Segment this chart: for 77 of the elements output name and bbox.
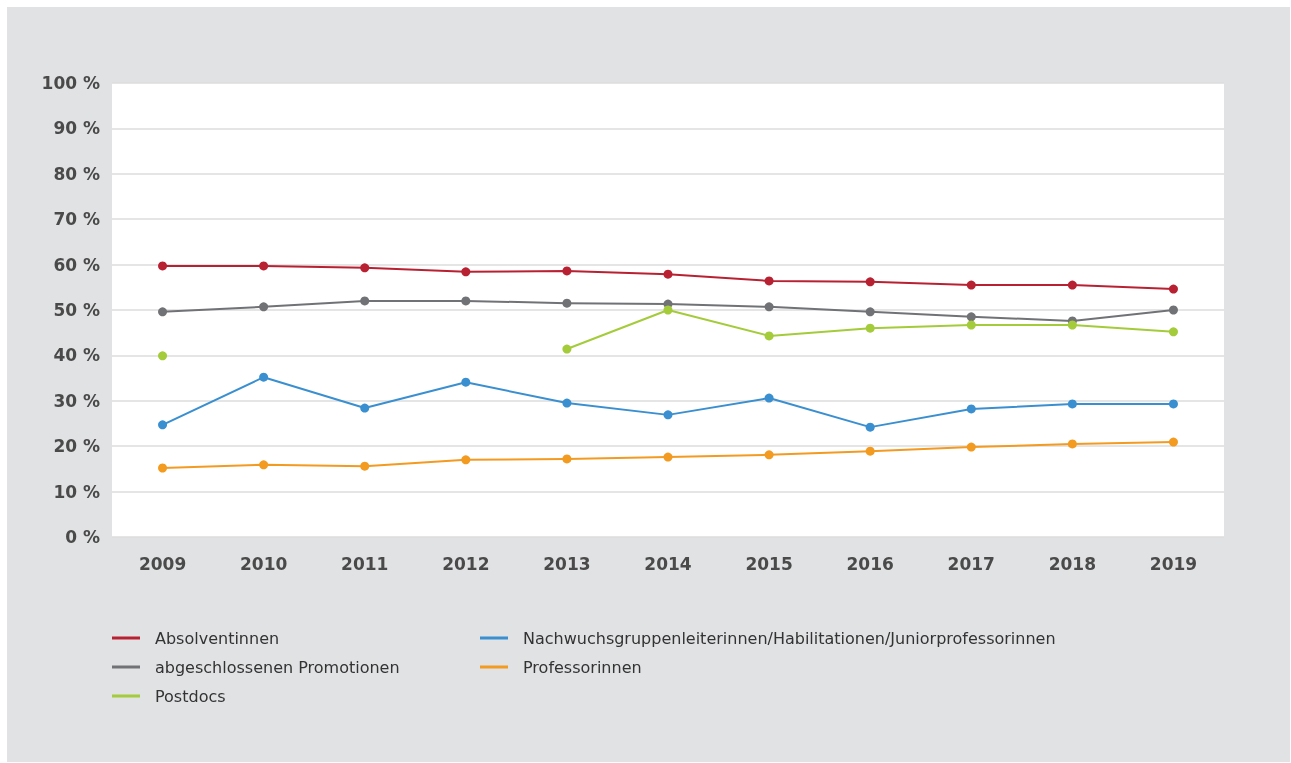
legend-label: abgeschlossenen Promotionen <box>155 657 400 677</box>
point <box>1168 284 1178 294</box>
x-tick-label: 2013 <box>543 553 591 574</box>
x-tick-label: 2016 <box>846 553 894 574</box>
point <box>663 452 673 462</box>
y-tick-label: 100 % <box>41 73 100 93</box>
x-tick-label: 2015 <box>745 553 793 574</box>
point <box>562 454 572 464</box>
point <box>562 266 572 276</box>
y-tick-label: 30 % <box>53 390 100 411</box>
y-tick-label: 70 % <box>53 209 100 230</box>
point <box>1067 280 1077 290</box>
point <box>966 404 976 414</box>
x-tick-label: 2012 <box>442 553 490 574</box>
point <box>461 377 471 387</box>
point <box>865 422 875 432</box>
point <box>562 398 572 408</box>
legend-label: Nachwuchsgruppenleiterinnen/Habilitationen/Juniorprofessorinnen <box>523 628 1056 648</box>
point <box>663 305 673 315</box>
point <box>158 261 168 271</box>
y-tick-label: 10 % <box>53 481 100 502</box>
point <box>1168 305 1178 315</box>
x-tick-label: 2019 <box>1149 553 1198 574</box>
point <box>259 372 269 382</box>
point <box>764 393 774 403</box>
y-tick-label: 0 % <box>65 527 100 547</box>
point <box>1067 320 1077 330</box>
point <box>764 276 774 286</box>
legend-label: Absolventinnen <box>155 628 280 648</box>
point <box>158 463 168 473</box>
y-tick-label: 50 % <box>53 300 100 320</box>
point <box>360 263 370 273</box>
point <box>865 277 875 287</box>
point <box>966 280 976 290</box>
point <box>461 296 471 306</box>
point <box>865 446 875 456</box>
point <box>259 460 269 470</box>
legend-label: Professorinnen <box>523 657 642 677</box>
point <box>663 410 673 420</box>
point <box>158 307 168 317</box>
point <box>360 403 370 413</box>
point <box>1168 437 1178 447</box>
point <box>1168 327 1178 337</box>
point <box>764 450 774 460</box>
point <box>865 323 875 333</box>
point <box>562 298 572 308</box>
point <box>865 307 875 317</box>
y-tick-label: 60 % <box>53 254 100 275</box>
x-tick-label: 2017 <box>947 553 995 574</box>
y-tick-label: 80 % <box>53 163 100 184</box>
y-tick-label: 90 % <box>53 118 100 139</box>
point <box>360 461 370 471</box>
point <box>158 420 168 430</box>
legend-label: Postdocs <box>155 686 226 706</box>
point <box>663 269 673 279</box>
point <box>966 442 976 452</box>
point <box>461 455 471 465</box>
point <box>360 296 370 306</box>
point <box>259 261 269 271</box>
x-tick-label: 2014 <box>644 553 692 574</box>
point <box>259 302 269 312</box>
y-tick-label: 40 % <box>53 345 100 366</box>
point <box>1168 399 1178 409</box>
point <box>158 351 168 361</box>
point <box>1067 439 1077 449</box>
x-tick-label: 2011 <box>341 553 389 574</box>
point <box>764 302 774 312</box>
x-tick-label: 2010 <box>239 553 288 574</box>
point <box>461 267 471 277</box>
point <box>966 320 976 330</box>
point <box>966 312 976 322</box>
x-tick-label: 2018 <box>1048 553 1097 574</box>
point <box>1067 399 1077 409</box>
x-tick-label: 2009 <box>138 553 187 574</box>
point <box>562 344 572 354</box>
point <box>764 331 774 341</box>
y-tick-label: 20 % <box>53 436 100 457</box>
